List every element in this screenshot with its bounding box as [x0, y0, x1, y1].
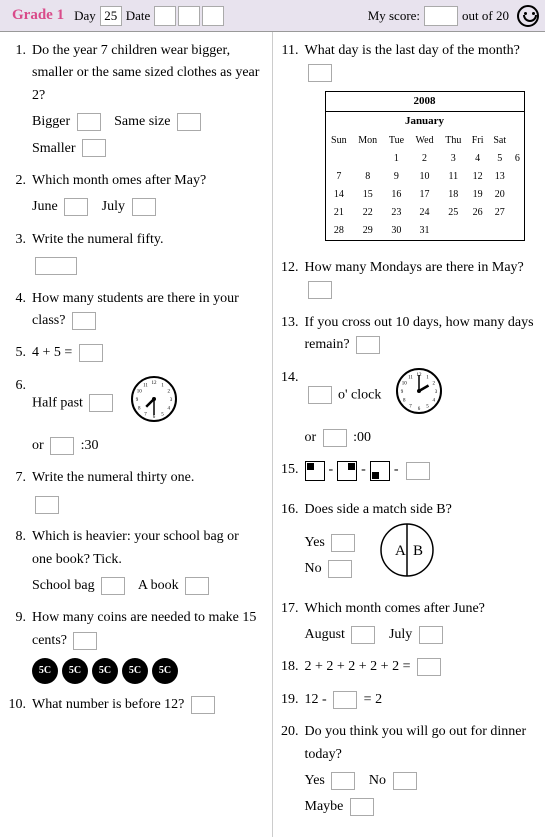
question: 11.What day is the last day of the month… [281, 40, 536, 247]
grade-label: Grade 1 [6, 7, 70, 24]
day-value[interactable]: 25 [100, 6, 122, 26]
question: 17.Which month comes after June?August J… [281, 598, 536, 647]
question: 14. o' clock 123456789101112or :00 [281, 367, 536, 450]
question: 4.How many students are there in your cl… [8, 288, 262, 333]
question: 7.Write the numeral thirty one. [8, 467, 262, 516]
question: 9.How many coins are needed to make 15 c… [8, 607, 262, 684]
question: 15. - - - [281, 459, 536, 489]
svg-text:11: 11 [408, 375, 413, 380]
calendar: 2008JanuarySunMonTueWedThuFriSat12345678… [325, 91, 525, 241]
smiley-icon [517, 5, 539, 27]
question: 18.2 + 2 + 2 + 2 + 2 = [281, 656, 536, 678]
svg-text:B: B [413, 543, 423, 559]
question: 12.How many Mondays are there in May? [281, 257, 536, 302]
svg-text:11: 11 [143, 383, 148, 388]
date-boxes [154, 6, 224, 26]
score-out: out of 20 [462, 8, 509, 24]
left-column: 1.Do the year 7 children wear bigger, sm… [0, 32, 273, 837]
svg-text:10: 10 [137, 389, 143, 394]
score-input[interactable] [424, 6, 458, 26]
question: 8.Which is heavier: your school bag or o… [8, 526, 262, 597]
question: 10.What number is before 12? [8, 694, 262, 716]
question: 16.Does side a match side B?Yes No AB [281, 499, 536, 588]
question: 5.4 + 5 = [8, 342, 262, 364]
score-label: My score: [368, 8, 420, 24]
question: 20.Do you think you will go out for dinn… [281, 721, 536, 819]
question: 6.Half past 123456789101112or :30 [8, 375, 262, 458]
svg-text:10: 10 [402, 381, 408, 386]
question: 1.Do the year 7 children wear bigger, sm… [8, 40, 262, 160]
question: 13.If you cross out 10 days, how many da… [281, 312, 536, 357]
svg-text:A: A [395, 543, 406, 559]
right-column: 11.What day is the last day of the month… [273, 32, 545, 837]
question: 19.12 - = 2 [281, 689, 536, 711]
day-label: Day [74, 8, 96, 24]
svg-text:12: 12 [151, 381, 157, 386]
date-label: Date [126, 8, 151, 24]
worksheet-header: Grade 1 Day 25 Date My score: out of 20 [0, 0, 545, 32]
question: 3.Write the numeral fifty. [8, 229, 262, 278]
question: 2.Which month omes after May?June July [8, 170, 262, 219]
